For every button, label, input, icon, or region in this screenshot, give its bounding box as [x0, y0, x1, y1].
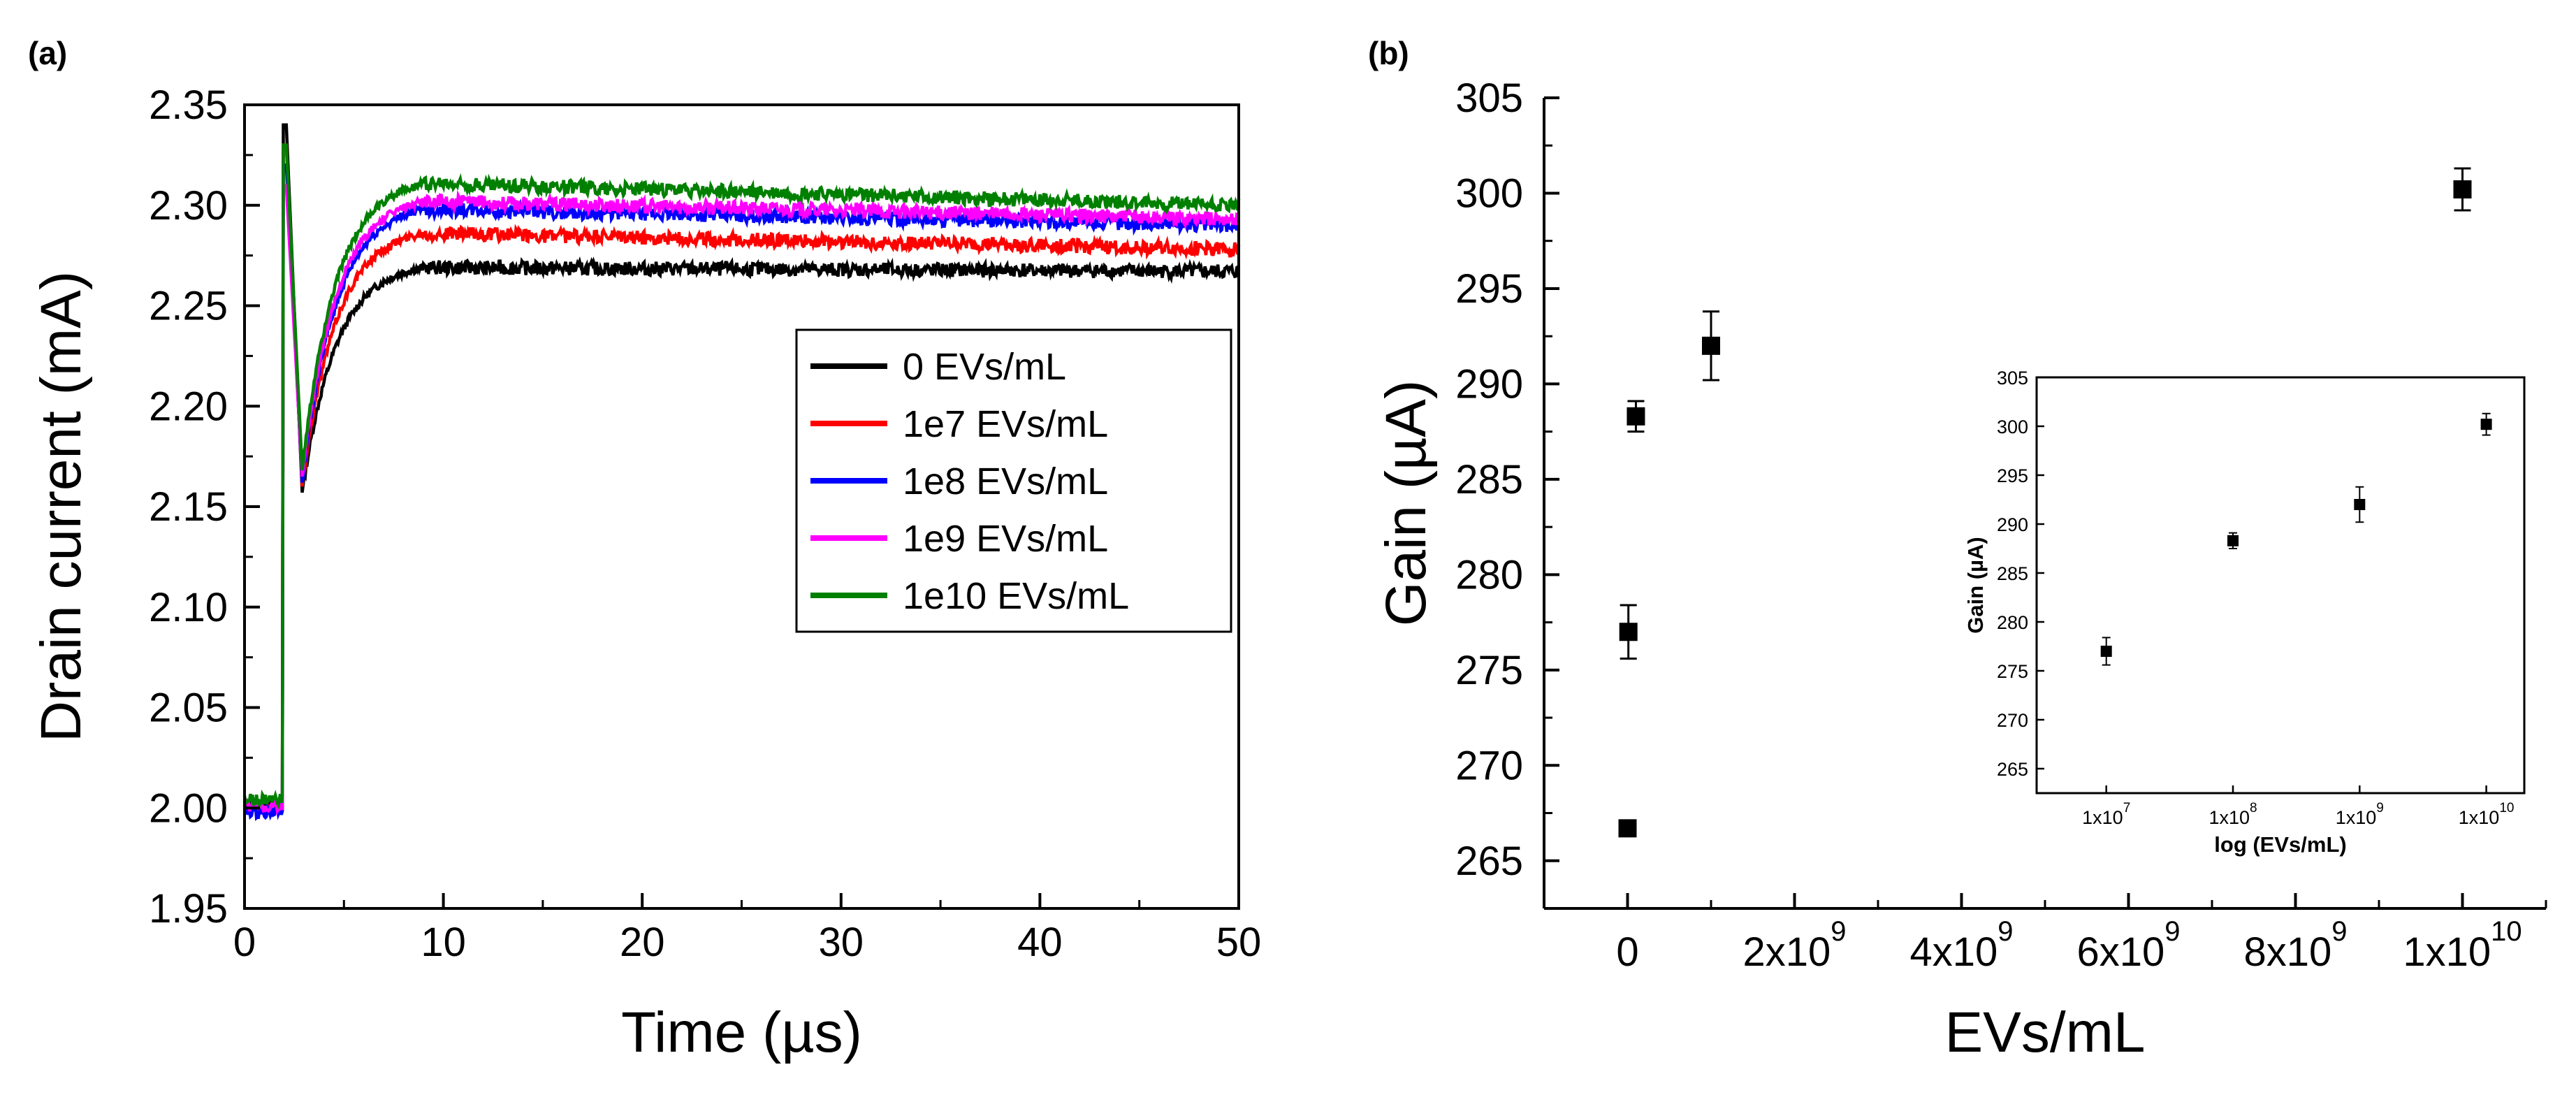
y-tick-label: 2.00 — [149, 785, 228, 831]
inset-y-tick-label: 295 — [1997, 465, 2028, 486]
y-tick-label: 305 — [1455, 75, 1523, 121]
inset-x-tick-label: 1x109 — [2336, 801, 2384, 828]
inset-data-point-1 — [2100, 646, 2112, 657]
x-tick-label: 0 — [233, 920, 256, 965]
panel-b-label: (b) — [1368, 35, 1409, 71]
legend-label-1: 0 EVs/mL — [903, 346, 1066, 388]
x-tick-label: 2x109 — [1742, 916, 1846, 975]
inset-y-tick-label: 270 — [1997, 710, 2028, 731]
panel-a-label: (a) — [28, 35, 67, 71]
inset-y-tick-label: 285 — [1997, 563, 2028, 584]
inset-x-tick-label: 1x108 — [2208, 801, 2257, 828]
x-axis-title: EVs/mL — [1944, 1001, 2145, 1064]
x-tick-label: 20 — [620, 920, 665, 965]
data-point-3 — [1627, 407, 1645, 426]
inset-x-axis-title: log (EVs/mL) — [2214, 832, 2346, 857]
y-tick-label: 290 — [1455, 361, 1523, 407]
chart-b: 265 270 275 280 285 290 295 300 305 0 2x109 4x109 6x… — [1374, 75, 2547, 1064]
inset-y-tick-label: 305 — [1997, 368, 2028, 389]
inset-data-point-3 — [2354, 499, 2366, 510]
legend-label-2: 1e7 EVs/mL — [903, 403, 1108, 445]
inset-y-tick-label: 265 — [1997, 759, 2028, 780]
y-axis-title: Drain current (mA) — [29, 271, 93, 742]
y-tick-label: 295 — [1455, 266, 1523, 312]
x-tick-label: 50 — [1216, 920, 1262, 965]
y-tick-label: 2.30 — [149, 183, 228, 229]
x-tick-label: 30 — [819, 920, 864, 965]
inset-y-tick-label: 290 — [1997, 514, 2028, 535]
legend-label-3: 1e8 EVs/mL — [903, 461, 1108, 502]
data-point-4 — [1702, 336, 1720, 355]
y-tick-label: 270 — [1455, 743, 1523, 788]
legend-label-5: 1e10 EVs/mL — [903, 575, 1129, 617]
x-tick-label: 10 — [421, 920, 466, 965]
inset-frame — [2035, 376, 2526, 795]
y-tick-label: 2.35 — [149, 82, 228, 128]
y-tick-label: 2.15 — [149, 484, 228, 530]
y-tick-label: 2.05 — [149, 686, 228, 731]
data-point-5 — [2453, 180, 2472, 199]
inset-y-axis-title: Gain (µA) — [1963, 537, 1988, 633]
x-tick-label: 1x1010 — [2403, 916, 2522, 975]
inset-y-tick-label: 280 — [1997, 612, 2028, 633]
x-tick-label: 0 — [1616, 929, 1638, 975]
series-line-1 — [243, 123, 1241, 815]
y-tick-label: 2.20 — [149, 384, 228, 429]
inset-data-point-4 — [2480, 419, 2492, 430]
data-point-1 — [1618, 819, 1637, 838]
x-tick-label: 40 — [1017, 920, 1063, 965]
y-tick-label: 280 — [1455, 552, 1523, 597]
inset-x-tick-label: 1x1010 — [2459, 801, 2515, 828]
y-tick-label: 2.25 — [149, 284, 228, 329]
inset-data-point-2 — [2227, 535, 2239, 546]
x-tick-label: 4x109 — [1909, 916, 2013, 975]
x-axis-title: Time (µs) — [621, 1001, 862, 1064]
y-tick-label: 265 — [1455, 839, 1523, 884]
x-tick-label: 6x109 — [2076, 916, 2180, 975]
y-tick-label: 1.95 — [149, 886, 228, 931]
inset-y-tick-label: 275 — [1997, 661, 2028, 682]
y-tick-label: 2.10 — [149, 585, 228, 630]
series-line-2 — [242, 143, 1241, 818]
y-axis-title: Gain (µA) — [1374, 380, 1438, 627]
y-tick-label: 275 — [1455, 648, 1523, 693]
x-tick-label: 8x109 — [2243, 916, 2347, 975]
data-point-2 — [1619, 623, 1638, 641]
chart-a: 0 10 20 30 40 50 1.95 2.00 2.05 2.10 2.15 2.20 2.25 2… — [29, 82, 1261, 1064]
chart-b-inset: 265 270 275 280 285 290 295 300 305 1x107 1x108 1x1… — [1963, 368, 2526, 857]
y-tick-label: 300 — [1455, 171, 1523, 216]
legend-label-4: 1e9 EVs/mL — [903, 518, 1108, 560]
y-tick-label: 285 — [1455, 457, 1523, 502]
inset-x-tick-label: 1x107 — [2082, 801, 2130, 828]
series-line-4 — [243, 183, 1241, 816]
series-line-5 — [242, 143, 1241, 811]
inset-y-tick-label: 300 — [1997, 416, 2028, 437]
